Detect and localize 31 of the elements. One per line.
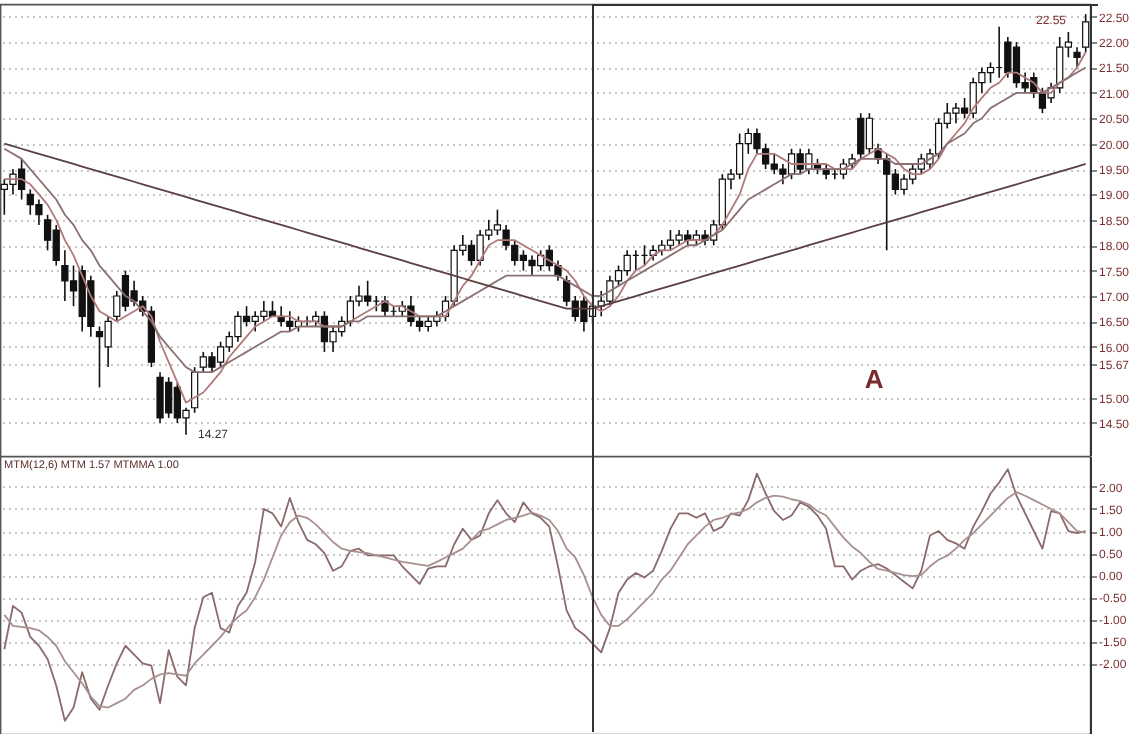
candlestick xyxy=(87,274,95,338)
candlestick xyxy=(1073,46,1081,69)
candlestick xyxy=(1004,36,1012,79)
candlestick xyxy=(528,254,536,277)
candlestick xyxy=(857,112,865,160)
candlestick xyxy=(1012,41,1021,89)
candlestick xyxy=(865,112,874,155)
candlestick xyxy=(666,229,675,252)
candlestick xyxy=(277,305,285,328)
candlestick xyxy=(260,300,268,323)
candlestick xyxy=(216,340,225,368)
candlestick xyxy=(606,274,614,307)
candlestick xyxy=(900,173,908,196)
candlestick xyxy=(121,269,130,313)
candlestick xyxy=(61,249,69,302)
candlestick xyxy=(986,61,995,84)
candlestick xyxy=(208,351,216,373)
candlestick xyxy=(52,224,60,267)
candlestick xyxy=(476,229,484,267)
candlestick xyxy=(104,315,112,368)
candlestick xyxy=(95,325,104,389)
candlestick xyxy=(234,310,242,343)
candlestick xyxy=(623,249,631,277)
candlestick xyxy=(952,102,960,125)
candlestick xyxy=(1082,13,1090,54)
candlestick xyxy=(467,239,476,267)
annotation: A xyxy=(864,364,885,394)
candlestick xyxy=(130,279,138,307)
candlestick xyxy=(35,198,43,226)
candlestick xyxy=(580,295,588,333)
candlestick xyxy=(156,371,164,424)
